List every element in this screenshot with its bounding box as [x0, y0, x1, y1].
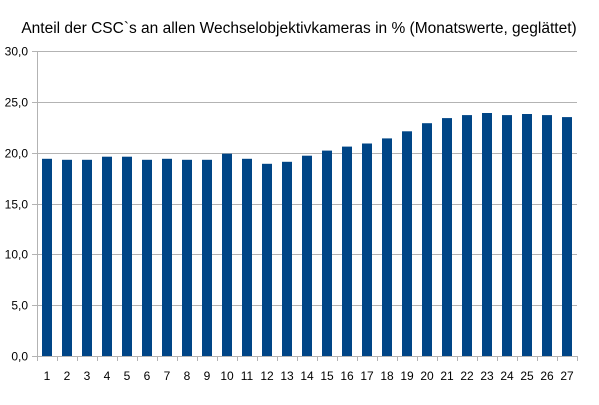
bar: [162, 158, 172, 356]
x-tick-label: 4: [104, 369, 111, 383]
bar: [202, 159, 212, 356]
x-tick-label: 20: [420, 369, 434, 383]
x-tick-label: 5: [124, 369, 131, 383]
x-tick-label: 2: [64, 369, 71, 383]
x-tick-label: 10: [220, 369, 234, 383]
x-tick-label: 12: [260, 369, 274, 383]
x-tick-label: 24: [500, 369, 514, 383]
y-tick-label: 30,0: [5, 45, 29, 59]
bar: [242, 158, 252, 356]
x-tick-label: 8: [184, 369, 191, 383]
chart-title: Anteil der CSC`s an allen Wechselobjekti…: [21, 20, 576, 37]
x-tick-label: 22: [460, 369, 474, 383]
bar: [462, 115, 472, 356]
x-tick-label: 7: [164, 369, 171, 383]
bar: [422, 123, 432, 356]
bar: [502, 115, 512, 356]
bar: [482, 113, 492, 356]
y-tick-label: 20,0: [5, 147, 29, 161]
x-tick-label: 6: [144, 369, 151, 383]
x-tick-label: 23: [480, 369, 494, 383]
bar: [322, 150, 332, 356]
x-tick-label: 14: [300, 369, 314, 383]
x-tick-label: 21: [440, 369, 454, 383]
bar: [562, 117, 572, 356]
x-tick-label: 19: [400, 369, 414, 383]
bar: [102, 156, 112, 356]
bar: [82, 159, 92, 356]
bar: [342, 146, 352, 356]
bar: [302, 155, 312, 356]
bar: [442, 118, 452, 356]
x-tick-label: 11: [241, 369, 254, 383]
x-tick-label: 18: [380, 369, 394, 383]
bar: [542, 115, 552, 356]
y-tick-label: 5,0: [11, 299, 28, 313]
y-tick-label: 10,0: [5, 248, 29, 262]
y-tick-label: 25,0: [5, 96, 29, 110]
x-tick-label: 9: [204, 369, 211, 383]
x-tick-label: 26: [540, 369, 554, 383]
bar: [62, 159, 72, 356]
bar: [222, 153, 232, 356]
x-tick-label: 16: [340, 369, 354, 383]
bars: [42, 113, 572, 356]
bar: [282, 161, 292, 356]
x-tick-label: 3: [84, 369, 91, 383]
x-tick-label: 1: [44, 369, 51, 383]
bar: [522, 114, 532, 356]
y-tick-label: 15,0: [5, 198, 29, 212]
x-tick-label: 13: [280, 369, 294, 383]
axes: [32, 51, 578, 361]
bar: [382, 138, 392, 356]
bar: [262, 163, 272, 356]
bar: [42, 158, 52, 356]
bar: [142, 159, 152, 356]
x-tick-labels: 1 2 3 4 5 6 7 8 9 10 11 12 13 14 15 16 17 18 19 20 21 22 23 24 2…: [44, 369, 574, 383]
bar: [402, 131, 412, 356]
x-tick-label: 17: [360, 369, 374, 383]
x-tick-label: 15: [320, 369, 334, 383]
bar: [122, 156, 132, 356]
bar: [362, 143, 372, 356]
x-tick-label: 25: [520, 369, 534, 383]
x-tick-label: 27: [560, 369, 574, 383]
bar: [182, 159, 192, 356]
y-tick-labels: 0,0 5,0 10,0 15,0 20,0 25,0 30,0: [5, 45, 29, 364]
y-tick-label: 0,0: [11, 350, 28, 364]
